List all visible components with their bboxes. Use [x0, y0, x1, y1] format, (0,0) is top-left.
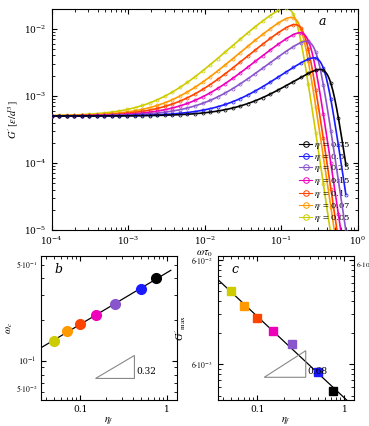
Text: c: c [231, 263, 238, 276]
Y-axis label: $\omega_c$: $\omega_c$ [4, 322, 15, 334]
Text: a: a [318, 15, 325, 28]
X-axis label: $\omega\tau_0$: $\omega\tau_0$ [196, 249, 213, 259]
Text: $5{\cdot}10^{-2}$: $5{\cdot}10^{-2}$ [16, 383, 38, 394]
X-axis label: $\eta_f$: $\eta_f$ [104, 416, 114, 426]
Y-axis label: $G'\,[\epsilon/d^3]$: $G'\,[\epsilon/d^3]$ [7, 100, 21, 138]
Text: $5{\cdot}10^{-1}$: $5{\cdot}10^{-1}$ [16, 260, 38, 271]
Text: 0.68: 0.68 [308, 367, 328, 376]
Y-axis label: $G'_{\mathrm{max}}$: $G'_{\mathrm{max}}$ [174, 315, 188, 341]
Text: 0.32: 0.32 [136, 367, 156, 376]
Text: b: b [54, 263, 62, 276]
Legend: $\eta_f\,=\,$0.75, $\eta_f\,=\,$0.5, $\eta_f\,=\,$0.25, $\eta_f\,=\,$0.15, $\eta: $\eta_f\,=\,$0.75, $\eta_f\,=\,$0.5, $\e… [300, 140, 351, 224]
X-axis label: $\eta_f$: $\eta_f$ [281, 416, 291, 426]
Text: $6{\cdot}10^{-2}$: $6{\cdot}10^{-2}$ [356, 260, 369, 270]
